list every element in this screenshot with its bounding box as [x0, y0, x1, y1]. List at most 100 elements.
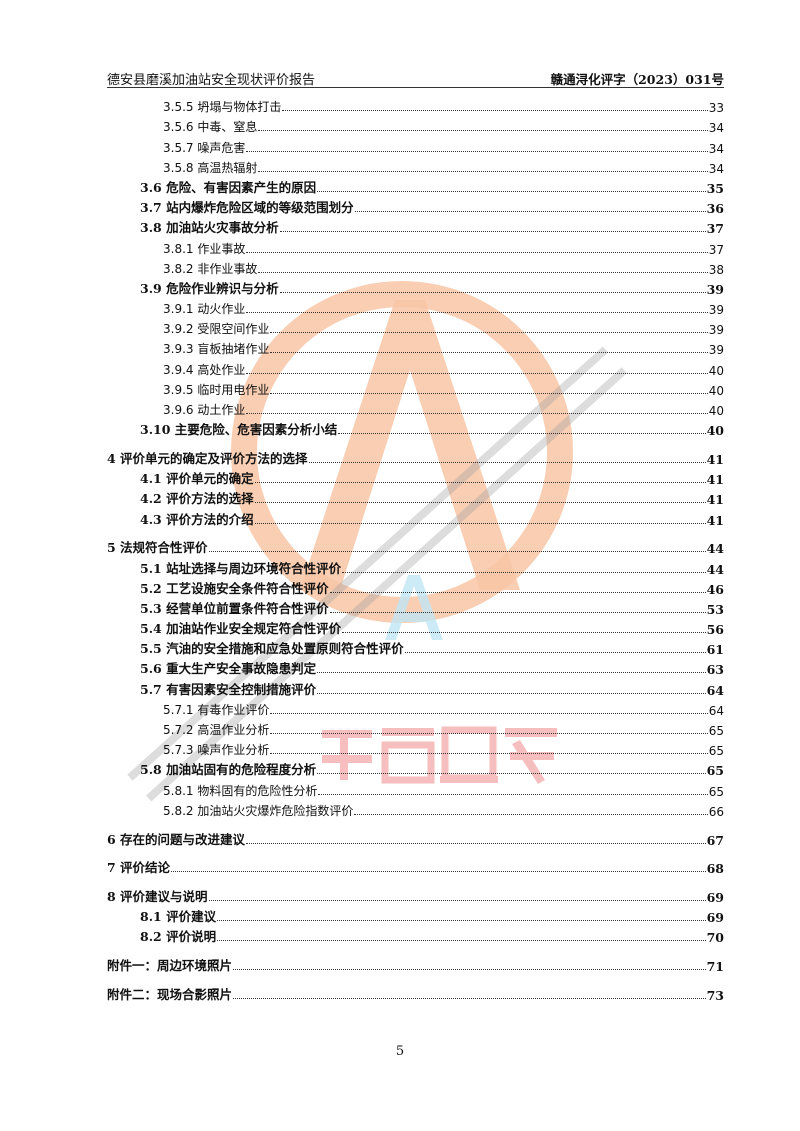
toc-entry-title: 5.5 汽油的安全措施和应急处置原则符合性评价: [140, 641, 404, 657]
toc-entry[interactable]: 4 评价单元的确定及评价方法的选择 41: [107, 447, 724, 467]
toc-entry[interactable]: 8.1 评价建议 69: [107, 905, 724, 925]
toc-entry-page: 34: [708, 141, 724, 156]
toc-entry[interactable]: 7 评价结论 68: [107, 856, 724, 876]
toc-leader-dots: [317, 772, 706, 775]
toc-entry-title: 3.9.6 动土作业: [163, 403, 246, 417]
toc-entry[interactable]: 附件一：周边环境照片 71: [107, 954, 724, 974]
toc-entry[interactable]: 5.7.3 噪声作业分析 65: [107, 738, 724, 758]
toc-leader-dots: [258, 129, 708, 132]
toc-entry[interactable]: 5.8.1 物料固有的危险性分析 65: [107, 778, 724, 799]
toc-entry-title: 5.1 站址选择与周边环境符合性评价: [140, 560, 342, 576]
toc-leader-dots: [171, 870, 706, 873]
toc-leader-dots: [282, 109, 708, 112]
toc-entry[interactable]: 4.1 评价单元的确定 41: [107, 467, 724, 487]
toc-leader-dots: [246, 311, 708, 314]
toc-entry-title: 3.8.2 非作业事故: [163, 261, 258, 276]
toc-leader-dots: [254, 522, 706, 524]
toc-entry[interactable]: 5.8 加油站固有的危险程度分析 65: [107, 758, 724, 778]
toc-entry-title: 7 评价结论: [107, 860, 171, 876]
toc-leader-dots: [258, 271, 708, 273]
toc-entry-title: 8.1 评价建议: [140, 909, 217, 925]
toc-entry-title: 8.2 评价说明: [140, 929, 217, 945]
toc-entry-page: 53: [706, 601, 724, 617]
toc-entry-page: 61: [706, 642, 724, 658]
toc-entry[interactable]: 3.8.2 非作业事故 38: [107, 257, 724, 277]
toc-entry-title: 5.7.2 高温作业分析: [163, 723, 270, 737]
toc-entry[interactable]: 5.8.2 加油站火灾爆炸危险指数评价 66: [107, 799, 724, 819]
toc-entry[interactable]: 附件二：现场合影照片 73: [107, 983, 724, 1003]
toc-entry-title: 3.9 危险作业辨识与分析: [140, 280, 279, 296]
toc-entry-title: 3.5.8 高温热辐射: [163, 160, 258, 175]
toc-leader-dots: [317, 692, 706, 694]
toc-entry-page: 68: [706, 861, 724, 877]
toc-entry[interactable]: 5.6 重大生产安全事故隐患判定 63: [107, 657, 724, 677]
toc-entry-page: 64: [708, 703, 724, 718]
toc-entry[interactable]: 5.2 工艺设施安全条件符合性评价 46: [107, 577, 724, 597]
toc-entry[interactable]: 3.9.5 临时用电作业 40: [107, 378, 724, 398]
toc-entry-page: 46: [706, 581, 724, 597]
toc-entry-page: 40: [706, 423, 724, 439]
toc-leader-dots: [233, 997, 706, 1000]
toc-leader-dots: [317, 190, 706, 192]
toc-entry[interactable]: 3.9.2 受限空间作业 39: [107, 317, 724, 337]
toc-leader-dots: [246, 412, 708, 414]
toc-entry[interactable]: 3.5.7 噪声危害 34: [107, 135, 724, 156]
toc-leader-dots: [246, 842, 706, 844]
toc-entry-page: 63: [706, 662, 724, 678]
toc-entry[interactable]: 5.1 站址选择与周边环境符合性评价 44: [107, 556, 724, 577]
toc-entry[interactable]: 5.7.2 高温作业分析 65: [107, 718, 724, 738]
toc-entry[interactable]: 8 评价建议与说明 69: [107, 885, 724, 905]
toc-entry[interactable]: 3.8.1 作业事故 37: [107, 236, 724, 257]
toc-leader-dots: [233, 968, 706, 971]
toc-entry-title: 5.8 加油站固有的危险程度分析: [140, 762, 317, 778]
toc-entry-title: 3.10 主要危险、危害因素分析小结: [140, 422, 338, 438]
toc-entry[interactable]: 6 存在的问题与改进建议 67: [107, 827, 724, 848]
toc-entry-page: 40: [708, 383, 724, 398]
toc-entry-page: 65: [708, 724, 724, 738]
toc-entry-title: 5.7.1 有毒作业评价: [163, 702, 270, 717]
toc-entry[interactable]: 3.5.8 高温热辐射 34: [107, 156, 724, 176]
table-of-contents: 3.5.5 坍塌与物体打击 33 3.5.6 中毒、窒息 34 3.5.7 噪声危害 34…: [107, 95, 724, 1003]
toc-leader-dots: [270, 351, 708, 354]
toc-entry-title: 5.6 重大生产安全事故隐患判定: [140, 661, 317, 677]
toc-entry[interactable]: 3.9.4 高处作业 40: [107, 357, 724, 378]
toc-entry[interactable]: 3.8 加油站火灾事故分析 37: [107, 216, 724, 236]
toc-entry[interactable]: 5.4 加油站作业安全规定符合性评价 56: [107, 617, 724, 637]
toc-entry[interactable]: 3.9 危险作业辨识与分析 39: [107, 277, 724, 297]
toc-entry[interactable]: 5.7 有害因素安全控制措施评价 64: [107, 677, 724, 698]
toc-entry[interactable]: 5.7.1 有毒作业评价 64: [107, 698, 724, 718]
toc-entry-page: 65: [708, 744, 724, 759]
toc-entry[interactable]: 3.7 站内爆炸危险区域的等级范围划分 36: [107, 196, 724, 216]
toc-entry-title: 5.7 有害因素安全控制措施评价: [140, 681, 317, 697]
toc-entry[interactable]: 5.5 汽油的安全措施和应急处置原则符合性评价 61: [107, 637, 724, 657]
toc-entry-page: 66: [708, 804, 724, 819]
toc-leader-dots: [329, 591, 706, 593]
toc-entry-page: 69: [706, 910, 724, 926]
toc-leader-dots: [246, 150, 708, 152]
toc-entry[interactable]: 3.9.6 动土作业 40: [107, 398, 724, 418]
toc-entry-page: 39: [706, 281, 724, 297]
toc-entry-page: 39: [708, 323, 724, 338]
toc-entry-title: 5 法规符合性评价: [107, 540, 208, 556]
toc-entry[interactable]: 4.2 评价方法的选择 41: [107, 487, 724, 507]
toc-entry-title: 4.2 评价方法的选择: [140, 491, 254, 507]
toc-entry-title: 5.7.3 噪声作业分析: [163, 743, 270, 758]
toc-leader-dots: [342, 631, 706, 634]
toc-entry-title: 4.1 评价单元的确定: [140, 471, 254, 487]
toc-entry-page: 41: [706, 472, 724, 488]
toc-entry[interactable]: 3.6 危险、有害因素产生的原因 35: [107, 176, 724, 196]
toc-entry[interactable]: 4.3 评价方法的介绍 41: [107, 507, 724, 528]
toc-leader-dots: [329, 611, 706, 613]
toc-entry[interactable]: 8.2 评价说明 70: [107, 925, 724, 945]
toc-entry-page: 73: [706, 988, 724, 1004]
toc-entry[interactable]: 5 法规符合性评价 44: [107, 536, 724, 556]
toc-entry[interactable]: 3.5.5 坍塌与物体打击 33: [107, 95, 724, 115]
toc-entry[interactable]: 5.3 经营单位前置条件符合性评价 53: [107, 597, 724, 617]
toc-entry[interactable]: 3.5.6 中毒、窒息 34: [107, 115, 724, 135]
toc-entry[interactable]: 3.10 主要危险、危害因素分析小结 40: [107, 418, 724, 438]
toc-entry[interactable]: 3.9.3 盲板抽堵作业 39: [107, 337, 724, 357]
toc-entry[interactable]: 3.9.1 动火作业 39: [107, 297, 724, 317]
toc-entry-title: 5.4 加油站作业安全规定符合性评价: [140, 621, 342, 637]
toc-entry-page: 40: [708, 404, 724, 418]
toc-leader-dots: [279, 291, 706, 293]
